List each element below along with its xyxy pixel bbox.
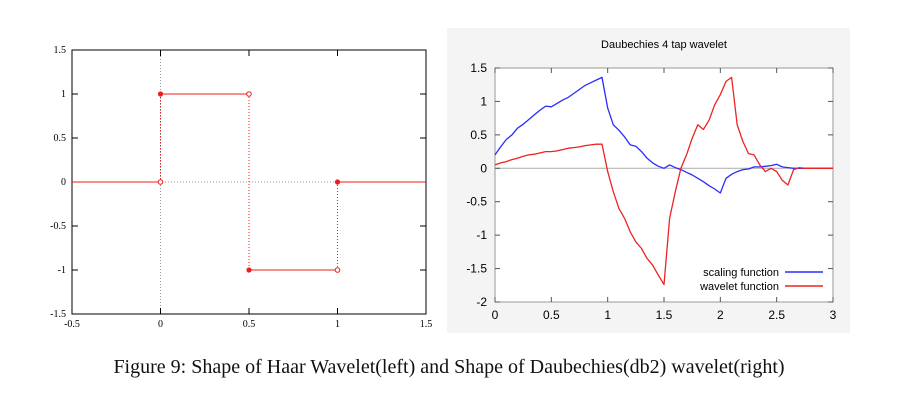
x-tick-label: 1	[604, 308, 611, 322]
x-tick-label: 1.5	[656, 308, 673, 322]
y-tick-label: 1.5	[470, 61, 487, 75]
haar-open-point	[157, 179, 164, 185]
haar-filled-point	[246, 267, 252, 273]
haar-open-point	[334, 267, 341, 273]
daubechies-wavelet-chart: Daubechies 4 tap wavelet 0 0.5 1 1.5 2 2.5 3 -2 -…	[447, 28, 850, 333]
plot-frame	[494, 67, 834, 303]
haar-open-point	[246, 91, 252, 97]
y-tick-label: -1.5	[466, 262, 487, 276]
haar-wavelet-chart: -0.5 0 0.5 1 1.5 -1.5 -1 -0.5 0 0.5 1 1.5	[50, 45, 433, 330]
legend-label-scaling: scaling function	[703, 267, 779, 279]
figure-caption: Figure 9: Shape of Haar Wavelet(left) an…	[113, 356, 785, 378]
y-tick-label: -0.5	[466, 195, 487, 209]
y-tick-label: -1	[58, 265, 66, 276]
x-tick-label: 0	[492, 308, 499, 322]
x-tick-label: 2	[717, 308, 724, 322]
legend-label-wavelet: wavelet function	[699, 281, 779, 293]
haar-filled-point	[157, 91, 164, 97]
x-tick-label: 0.5	[243, 319, 256, 330]
y-tick-label: 1.5	[54, 45, 67, 56]
x-tick-label: 1	[335, 319, 340, 330]
y-tick-label: 1	[480, 94, 487, 108]
y-tick-label: -0.5	[50, 221, 66, 232]
x-tick-label: 2.5	[768, 308, 785, 322]
y-tick-label: -1.5	[50, 309, 66, 320]
y-tick-label: 0.5	[470, 128, 487, 142]
y-tick-label: 1	[61, 89, 66, 100]
y-tick-label: 0	[61, 177, 66, 188]
wavelet-function-line	[494, 76, 833, 286]
x-tick-label: -0.5	[64, 319, 80, 330]
y-tick-label: -2	[476, 295, 487, 309]
x-tick-label: 0.5	[543, 308, 560, 322]
scaling-function-line	[494, 76, 833, 194]
x-tick-label: 1.5	[420, 319, 433, 330]
chart-title: Daubechies 4 tap wavelet	[601, 39, 727, 51]
x-tick-label: 3	[830, 308, 837, 322]
y-tick-label: -1	[476, 228, 487, 242]
haar-filled-point	[334, 179, 341, 185]
x-tick-label: 0	[158, 319, 163, 330]
y-tick-label: 0	[480, 161, 487, 175]
y-tick-label: 0.5	[54, 133, 67, 144]
